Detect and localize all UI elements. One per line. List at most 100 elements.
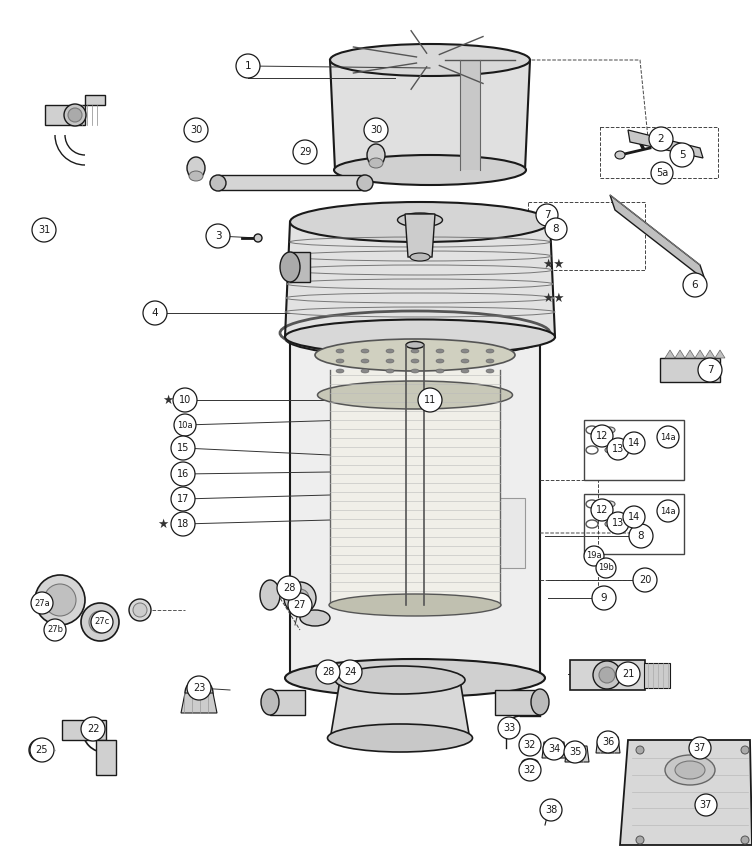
Ellipse shape [187,157,205,179]
Circle shape [695,794,717,816]
Text: 29: 29 [299,147,311,157]
Text: 18: 18 [177,519,189,529]
Text: 27: 27 [294,600,306,610]
Text: 28: 28 [283,583,296,593]
Text: 36: 36 [602,737,614,747]
Text: 5: 5 [679,150,685,160]
Polygon shape [644,663,670,688]
Polygon shape [665,350,675,358]
Text: 30: 30 [370,125,382,135]
Ellipse shape [361,369,369,373]
Text: 9: 9 [601,593,608,603]
Text: 28: 28 [322,667,334,677]
Polygon shape [330,680,470,740]
Circle shape [171,487,195,511]
Circle shape [657,426,679,448]
Ellipse shape [133,603,147,617]
Ellipse shape [531,689,549,715]
Ellipse shape [261,689,279,715]
Polygon shape [565,746,589,762]
Text: 7: 7 [707,365,714,375]
Ellipse shape [593,661,621,689]
Ellipse shape [411,359,419,363]
Ellipse shape [44,584,76,616]
Polygon shape [290,252,310,282]
Circle shape [683,273,707,297]
Text: 14: 14 [628,438,640,448]
Text: 2: 2 [658,134,664,144]
Text: 21: 21 [622,669,634,679]
Polygon shape [218,175,365,190]
Circle shape [657,500,679,522]
Circle shape [44,619,66,641]
Text: 27c: 27c [94,617,110,626]
Ellipse shape [285,659,545,697]
Circle shape [364,118,388,142]
Circle shape [543,738,565,760]
Text: 22: 22 [86,724,99,734]
Circle shape [623,432,645,454]
Polygon shape [270,690,305,715]
Text: 38: 38 [545,805,557,815]
Text: 4: 4 [152,308,159,318]
Polygon shape [330,370,500,605]
Circle shape [584,546,604,566]
Text: 20: 20 [638,575,651,585]
Circle shape [689,737,711,759]
Text: ★★: ★★ [541,258,564,270]
Text: 27b: 27b [47,626,63,634]
Ellipse shape [260,580,280,610]
Ellipse shape [336,369,344,373]
Ellipse shape [599,667,615,683]
Ellipse shape [329,594,501,616]
Text: 24: 24 [344,667,356,677]
Ellipse shape [68,108,82,122]
Ellipse shape [486,349,494,353]
Circle shape [206,224,230,248]
Ellipse shape [486,359,494,363]
Polygon shape [610,195,705,280]
Circle shape [187,676,211,700]
Circle shape [616,662,640,686]
Ellipse shape [315,339,515,371]
Polygon shape [715,350,725,358]
Ellipse shape [357,175,373,191]
Ellipse shape [741,836,749,844]
Ellipse shape [189,171,203,181]
Ellipse shape [436,349,444,353]
Polygon shape [85,95,105,105]
Circle shape [288,593,312,617]
Circle shape [174,414,196,436]
Ellipse shape [334,155,526,185]
Ellipse shape [398,213,442,227]
Circle shape [591,425,613,447]
Text: 11: 11 [424,395,436,405]
Circle shape [592,586,616,610]
Ellipse shape [290,202,550,242]
Polygon shape [405,214,435,257]
Circle shape [143,301,167,325]
Text: ★: ★ [162,394,174,406]
Polygon shape [705,350,715,358]
Circle shape [536,204,558,226]
Circle shape [629,524,653,548]
Ellipse shape [328,724,472,752]
Ellipse shape [291,589,309,607]
Ellipse shape [436,369,444,373]
Ellipse shape [317,381,513,409]
Ellipse shape [284,582,316,614]
Text: ★: ★ [157,518,168,530]
Polygon shape [45,105,85,125]
Text: 34: 34 [548,744,560,754]
Text: 3: 3 [214,231,221,241]
Polygon shape [330,60,530,170]
Bar [440,501,475,523]
Ellipse shape [411,349,419,353]
Polygon shape [596,737,620,753]
Ellipse shape [81,603,119,641]
Circle shape [171,512,195,536]
Circle shape [607,512,629,534]
Ellipse shape [285,319,545,357]
Circle shape [519,759,541,781]
Text: 30: 30 [190,125,202,135]
